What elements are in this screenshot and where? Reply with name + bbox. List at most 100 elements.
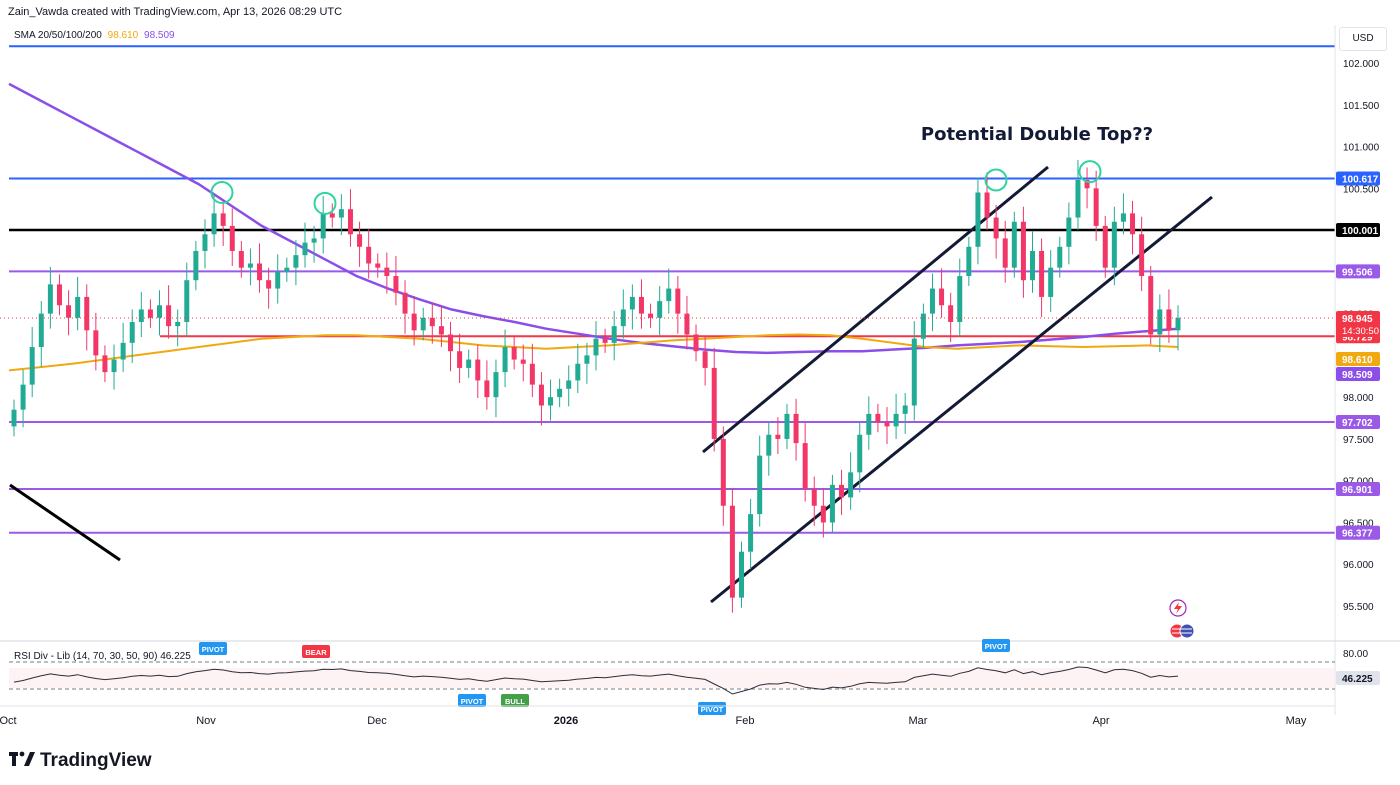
candle-up[interactable]	[1011, 221, 1017, 268]
candle-up[interactable]	[75, 296, 81, 318]
tradingview-logo[interactable]: TradingView	[9, 750, 152, 771]
candle-down[interactable]	[1093, 188, 1099, 226]
candle-down[interactable]	[602, 338, 608, 343]
candle-up[interactable]	[1175, 317, 1181, 331]
candle-down[interactable]	[93, 330, 99, 356]
candle-down[interactable]	[366, 246, 372, 264]
indicator-legend[interactable]: SMA 20/50/100/200 98.610 98.509	[14, 30, 175, 41]
candle-down[interactable]	[402, 292, 408, 314]
candle-up[interactable]	[157, 305, 162, 318]
candle-down[interactable]	[1039, 250, 1045, 297]
candle-down[interactable]	[147, 309, 153, 318]
candle-up[interactable]	[748, 514, 754, 552]
top-marker-circle[interactable]	[1078, 160, 1102, 184]
candle-up[interactable]	[902, 405, 908, 414]
candle-down[interactable]	[1102, 225, 1108, 268]
candle-up[interactable]	[666, 288, 672, 302]
candle-up[interactable]	[857, 434, 863, 473]
candle-up[interactable]	[47, 284, 53, 314]
candle-down[interactable]	[775, 434, 781, 439]
candle-up[interactable]	[975, 192, 981, 247]
candle-up[interactable]	[184, 280, 190, 322]
candle-up[interactable]	[293, 255, 299, 268]
candle-down[interactable]	[802, 443, 808, 490]
candle-down[interactable]	[511, 347, 517, 360]
candle-down[interactable]	[939, 288, 945, 306]
candle-down[interactable]	[638, 296, 644, 314]
candle-down[interactable]	[1002, 238, 1008, 268]
currency-button[interactable]: USD	[1339, 27, 1387, 51]
rsi-signal-badge[interactable]	[458, 694, 486, 707]
candle-down[interactable]	[457, 351, 463, 368]
candle-down[interactable]	[884, 422, 890, 427]
channel-upper-line[interactable]	[702, 165, 1049, 454]
candle-up[interactable]	[193, 250, 199, 281]
candle-down[interactable]	[66, 305, 72, 318]
candle-up[interactable]	[739, 551, 744, 598]
candle-down[interactable]	[839, 484, 845, 498]
rsi-signal-badge[interactable]	[698, 702, 726, 715]
candle-up[interactable]	[338, 209, 344, 218]
candle-down[interactable]	[229, 225, 235, 251]
candle-down[interactable]	[529, 363, 535, 385]
candle-up[interactable]	[1048, 267, 1054, 297]
channel-lower-line[interactable]	[710, 195, 1213, 604]
candle-up[interactable]	[38, 313, 44, 348]
candle-up[interactable]	[757, 455, 763, 515]
candle-down[interactable]	[820, 505, 826, 523]
candle-up[interactable]	[29, 347, 35, 385]
rsi-signal-badge[interactable]	[302, 645, 330, 658]
top-marker-circle[interactable]	[984, 168, 1008, 192]
candle-down[interactable]	[684, 313, 690, 335]
candle-up[interactable]	[657, 301, 663, 318]
candle-up[interactable]	[20, 384, 26, 410]
candle-up[interactable]	[629, 296, 635, 310]
candle-up[interactable]	[766, 434, 772, 456]
candle-up[interactable]	[893, 413, 899, 427]
candle-up[interactable]	[466, 359, 472, 368]
candle-down[interactable]	[448, 334, 453, 352]
candle-down[interactable]	[429, 317, 435, 327]
candle-up[interactable]	[957, 276, 963, 322]
candle-up[interactable]	[575, 363, 581, 381]
candle-down[interactable]	[793, 413, 799, 444]
candle-down[interactable]	[720, 438, 726, 506]
candle-up[interactable]	[557, 388, 563, 398]
candle-down[interactable]	[257, 263, 263, 281]
candle-up[interactable]	[311, 238, 317, 243]
candle-down[interactable]	[238, 250, 244, 268]
candle-up[interactable]	[1157, 309, 1163, 335]
rsi-line[interactable]	[13, 666, 1179, 695]
sma200-line[interactable]	[8, 82, 1179, 355]
candle-up[interactable]	[120, 342, 126, 360]
rsi-signal-badge[interactable]	[199, 642, 227, 655]
candle-up[interactable]	[275, 271, 281, 289]
candle-down[interactable]	[347, 209, 353, 235]
candle-up[interactable]	[866, 413, 872, 435]
candle-up[interactable]	[611, 326, 617, 343]
candle-down[interactable]	[1166, 309, 1172, 331]
candle-up[interactable]	[320, 213, 326, 239]
candle-up[interactable]	[966, 246, 972, 277]
candle-down[interactable]	[993, 217, 999, 239]
candle-up[interactable]	[929, 288, 935, 314]
candle-up[interactable]	[284, 267, 290, 272]
candle-down[interactable]	[56, 284, 62, 306]
candle-down[interactable]	[411, 313, 417, 331]
candle-up[interactable]	[211, 213, 217, 235]
candle-up[interactable]	[593, 338, 599, 356]
candle-up[interactable]	[1075, 179, 1081, 218]
candle-down[interactable]	[384, 267, 390, 277]
candle-down[interactable]	[1139, 234, 1145, 277]
candle-up[interactable]	[784, 413, 790, 439]
candle-down[interactable]	[875, 413, 881, 423]
candle-up[interactable]	[911, 338, 917, 406]
candle-down[interactable]	[538, 384, 544, 406]
candle-down[interactable]	[984, 192, 990, 218]
candle-up[interactable]	[620, 309, 626, 327]
candle-up[interactable]	[1030, 250, 1035, 281]
candle-down[interactable]	[675, 288, 681, 314]
top-marker-circle[interactable]	[210, 180, 234, 204]
candle-up[interactable]	[1120, 213, 1126, 222]
